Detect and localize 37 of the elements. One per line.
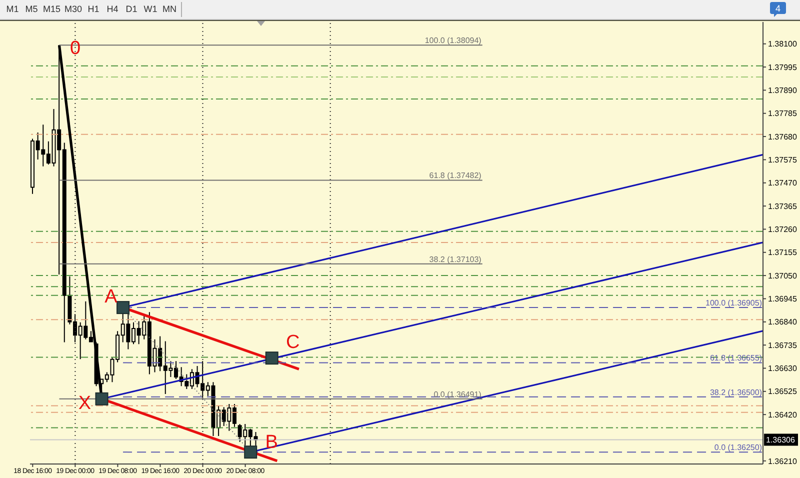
series-label: 100.0 (1.36905) bbox=[706, 298, 762, 308]
timeframe-label: M15 bbox=[42, 3, 62, 16]
ref-line-label: 1.36306 bbox=[766, 435, 796, 444]
y-tick-label: 1.37785 bbox=[768, 109, 798, 118]
y-tick-label: 1.38100 bbox=[768, 40, 798, 49]
series-label: 100.0 (1.38094) bbox=[424, 36, 482, 46]
timeframe-label: M5 bbox=[24, 3, 39, 16]
annotation: X bbox=[78, 392, 92, 414]
y-tick-label: 1.36840 bbox=[768, 318, 798, 327]
annotation: C bbox=[286, 332, 300, 353]
timeframe-label: H1 bbox=[86, 3, 100, 16]
y-tick-label: 1.37995 bbox=[768, 62, 798, 72]
timeframe-label: M30 bbox=[64, 3, 84, 16]
y-tick-label: 1.36945 bbox=[768, 294, 798, 304]
timeframe-label: M1 bbox=[5, 3, 20, 16]
y-tick-label: 1.36735 bbox=[768, 340, 798, 350]
y-tick-label: 1.36210 bbox=[768, 456, 798, 466]
y-tick-label: 1.37680 bbox=[768, 132, 798, 142]
timeframe-label: W1 bbox=[142, 3, 158, 16]
y-tick-label: 1.37155 bbox=[768, 248, 798, 258]
y-tick-label: 1.37890 bbox=[768, 86, 798, 96]
y-tick-label: 1.37575 bbox=[768, 156, 798, 165]
timeframe-label: H4 bbox=[106, 3, 120, 16]
series-label: 38.2 (1.37103) bbox=[429, 254, 482, 264]
timeframe-label: D1 bbox=[124, 3, 138, 16]
timeframe-label: MN bbox=[162, 3, 178, 16]
series-label: 0.0 (1.36250) bbox=[714, 443, 762, 452]
series-label: 61.8 (1.37482) bbox=[429, 171, 482, 180]
y-tick-label: 1.37050 bbox=[768, 271, 798, 280]
y-tick-label: 1.36420 bbox=[768, 410, 798, 420]
y-tick-label: 1.36630 bbox=[768, 364, 798, 374]
y-tick-label: 1.36525 bbox=[768, 387, 798, 396]
y-tick-label: 1.37365 bbox=[768, 202, 798, 211]
y-tick-label: 1.37260 bbox=[768, 225, 798, 234]
y-tick-label: 1.37470 bbox=[768, 178, 798, 188]
series-label: 38.2 (1.36500) bbox=[710, 388, 762, 397]
speech-bubble-icon: 4 bbox=[770, 2, 786, 17]
